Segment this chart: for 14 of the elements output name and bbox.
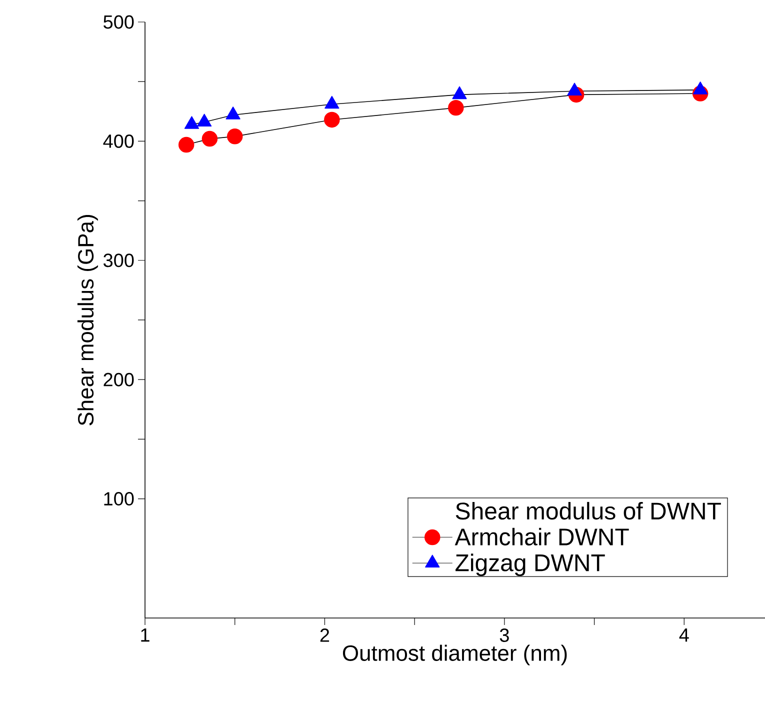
x-tick-label: 3 [500, 628, 509, 642]
x-tick-label: 4 [679, 628, 689, 642]
y-tick-label: 200 [104, 372, 134, 386]
legend-label: Armchair DWNT [454, 528, 629, 546]
y-axis-title: Shear modulus (GPa) [77, 215, 98, 426]
legend-title: Shear modulus of DWNT [456, 502, 721, 520]
legend-label: Zigzag DWNT [456, 554, 605, 576]
x-axis-title: Outmost diameter (nm) [342, 644, 567, 666]
y-tick-label: 500 [104, 15, 134, 29]
y-tick-label: 400 [103, 134, 134, 148]
y-tick-label: 300 [104, 254, 134, 268]
x-tick-label: 1 [141, 628, 150, 642]
y-tick-label: 100 [104, 492, 134, 506]
x-tick-label: 2 [320, 628, 330, 642]
